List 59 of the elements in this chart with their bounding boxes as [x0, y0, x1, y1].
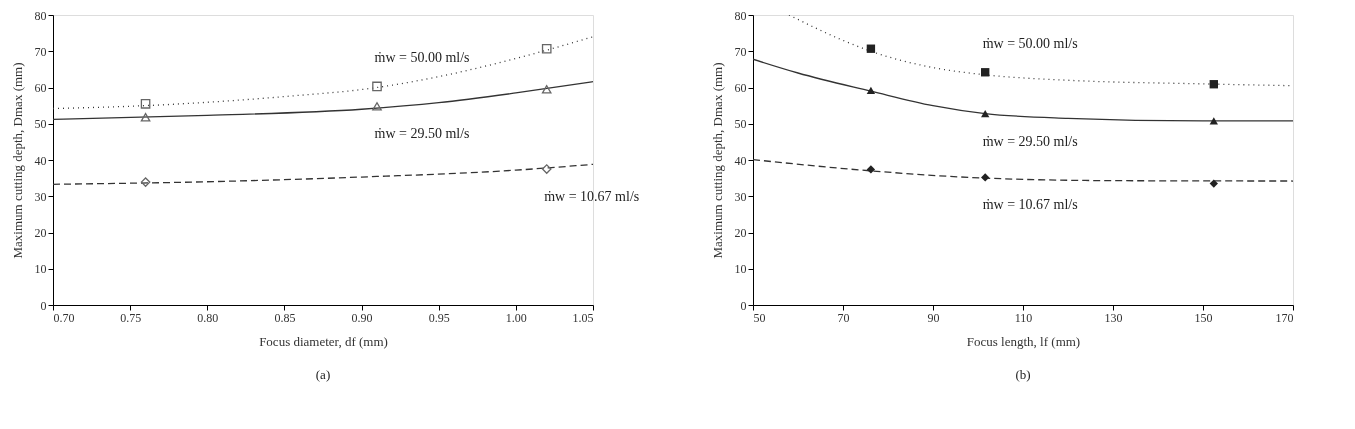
y-tick-label: 30 — [734, 189, 747, 204]
x-tick-label: 130 — [1104, 310, 1123, 325]
x-tick-label: 1.00 — [505, 310, 527, 325]
y-tick-label: 60 — [34, 81, 47, 95]
x-tick-label: 0.95 — [428, 310, 450, 325]
x-tick-label: 110 — [1014, 310, 1033, 325]
point — [1209, 80, 1218, 89]
y-axis-title: Maximum cutting depth, Dmax (mm) — [9, 62, 25, 259]
y-tick-label: 50 — [34, 117, 47, 132]
y-tick-label: 10 — [734, 262, 747, 277]
x-tick-label: 0.70 — [53, 310, 75, 325]
x-axis-title: Focus diameter, df (mm) — [259, 333, 388, 349]
text: (b) — [1015, 367, 1031, 382]
line-series — [53, 36, 593, 110]
x-axis-title: Focus length, lf (mm) — [966, 333, 1081, 349]
text: (a) — [315, 367, 331, 382]
y-tick-label: 40 — [734, 153, 747, 168]
y-tick-label: 20 — [34, 226, 47, 240]
line-series — [753, 58, 1293, 122]
x-tick-label: 150 — [1194, 310, 1213, 325]
x-tick-label: 1.05 — [572, 310, 594, 325]
x-tick-label: 0.90 — [351, 310, 373, 325]
point — [866, 86, 876, 95]
y-tick-label: 30 — [34, 189, 47, 204]
x-tick-label: 0.80 — [197, 310, 219, 325]
point — [1209, 117, 1218, 125]
y-tick-label: 0 — [40, 298, 47, 313]
series-label: ṁw = 10.67 ml/s — [544, 189, 640, 205]
x-tick-label: 70 — [837, 310, 850, 325]
y-axis-title: Maximum cutting depth, Dmax (mm) — [709, 62, 725, 259]
point — [866, 165, 876, 174]
point — [981, 109, 990, 118]
line-series — [53, 163, 593, 185]
y-tick-label: 20 — [734, 226, 747, 240]
y-tick-label: 70 — [34, 44, 47, 59]
point — [981, 173, 990, 182]
line-series — [753, 158, 1293, 182]
x-tick-label: 170 — [1275, 310, 1294, 325]
y-tick-label: 80 — [34, 8, 47, 23]
y-tick-label: 70 — [734, 44, 747, 59]
y-tick-label: 0 — [740, 298, 747, 313]
point — [1209, 179, 1218, 188]
y-tick-label: 50 — [734, 117, 747, 132]
series-label: ṁw = 10.67 ml/s — [982, 197, 1078, 213]
y-tick-label: 10 — [34, 262, 47, 277]
series-label: ṁw = 50.00 ml/s — [374, 50, 470, 66]
series-label: ṁw = 50.00 ml/s — [982, 36, 1078, 52]
y-tick-label: 40 — [34, 153, 47, 168]
series-label: ṁw = 29.50 ml/s — [374, 126, 470, 142]
y-tick-label: 60 — [734, 81, 747, 95]
x-tick-label: 0.75 — [120, 310, 142, 325]
series-label: ṁw = 29.50 ml/s — [982, 133, 1078, 149]
x-tick-label: 0.85 — [274, 310, 296, 325]
y-tick-label: 80 — [734, 8, 747, 23]
line-series — [53, 81, 593, 121]
point — [981, 68, 990, 77]
x-tick-label: 90 — [927, 310, 940, 325]
point — [866, 44, 876, 53]
x-tick-label: 50 — [753, 310, 766, 325]
